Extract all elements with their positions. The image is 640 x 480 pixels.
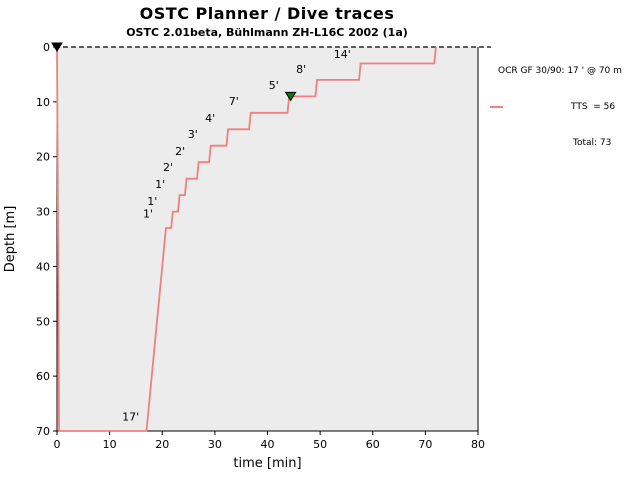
stop-time-label: 1': [143, 207, 153, 220]
y-tick-label: 40: [36, 260, 50, 273]
legend-series-label: OCR GF 30/90: 17 ' @ 70 m: [498, 66, 622, 76]
y-tick-label: 0: [43, 41, 50, 54]
y-tick-label: 30: [36, 206, 50, 219]
page-subtitle: OSTC 2.01beta, Bühlmann ZH-L16C 2002 (1a…: [126, 26, 408, 39]
stop-time-label: 1': [155, 178, 165, 191]
y-tick-label: 60: [36, 370, 50, 383]
x-tick-label: 20: [155, 438, 169, 451]
x-tick-label: 50: [313, 438, 327, 451]
y-tick-label: 70: [36, 425, 50, 438]
x-tick-label: 30: [208, 438, 222, 451]
x-tick-label: 80: [471, 438, 485, 451]
legend-tts-value: TTS = 56: [571, 102, 616, 112]
y-tick-label: 10: [36, 96, 50, 109]
stop-time-label: 4': [205, 112, 215, 125]
stop-time-label: 17': [122, 410, 139, 423]
stop-time-label: 14': [334, 48, 351, 61]
plot-area: [57, 47, 478, 431]
x-tick-label: 40: [261, 438, 275, 451]
legend-row-tts: TTS = 56: [490, 101, 640, 113]
stop-time-label: 1': [147, 195, 157, 208]
y-axis-label: Depth [m]: [3, 206, 18, 273]
page-title: OSTC Planner / Dive traces: [139, 4, 395, 23]
x-tick-label: 60: [366, 438, 380, 451]
legend: OCR GF 30/90: 17 ' @ 70 m TTS = 56 Total…: [490, 41, 640, 173]
dive-start-marker: [51, 42, 63, 52]
dive-profile-line: [56, 46, 437, 432]
legend-total-value: Total: 73: [573, 138, 612, 148]
x-tick-label: 0: [54, 438, 61, 451]
stop-time-label: 3': [188, 128, 198, 141]
series-line-marker: [490, 106, 503, 108]
gas-switch-marker: [284, 91, 297, 102]
y-tick-label: 20: [36, 151, 50, 164]
stop-time-label: 2': [175, 145, 185, 158]
stop-time-label: 2': [163, 161, 173, 174]
stop-time-label: 8': [296, 63, 306, 76]
x-tick-label: 10: [103, 438, 117, 451]
x-tick-label: 70: [418, 438, 432, 451]
stop-time-label: 7': [229, 95, 239, 108]
stop-time-label: 5': [269, 79, 279, 92]
x-axis-label: time [min]: [233, 456, 301, 471]
y-tick-label: 50: [36, 315, 50, 328]
